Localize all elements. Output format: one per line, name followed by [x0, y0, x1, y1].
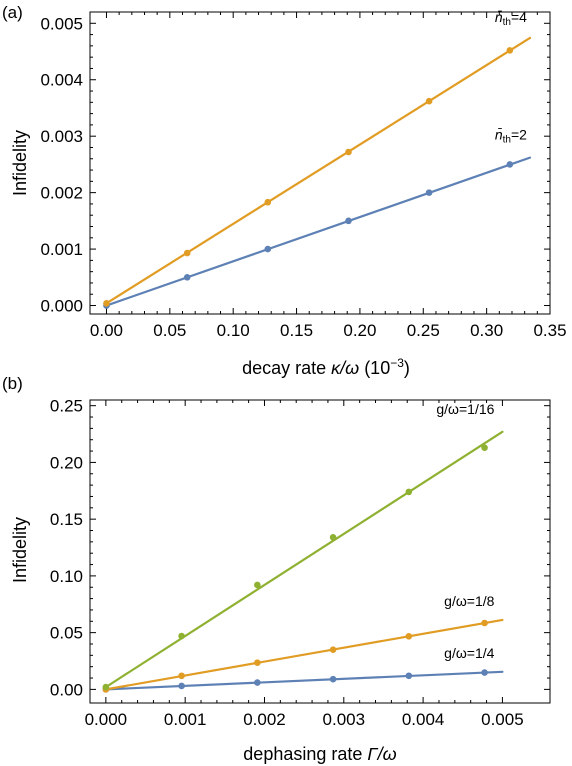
- series-label-subscript: th: [503, 135, 511, 146]
- y-tick-label: 0.25: [50, 397, 83, 416]
- data-point: [481, 619, 488, 627]
- data-point: [481, 669, 488, 676]
- data-point: [345, 148, 352, 156]
- data-point: [178, 682, 185, 690]
- x-tick-label: 0.002: [243, 710, 286, 729]
- panel-a-xlabel-close: ): [404, 358, 410, 378]
- y-tick-label: 0.15: [50, 510, 83, 529]
- data-point: [425, 97, 433, 105]
- x-tick-label: 0.00: [90, 321, 123, 340]
- data-point: [506, 47, 514, 54]
- data-point: [254, 581, 261, 589]
- series-label-subscript: th: [503, 17, 511, 28]
- x-tick-label: 0.10: [217, 321, 250, 340]
- series-fit-line: [104, 618, 504, 691]
- x-tick-label: 0.35: [533, 321, 566, 340]
- x-tick-label: 0.20: [343, 321, 376, 340]
- data-point: [405, 488, 413, 496]
- panel-a-ylabel: Infidelity: [10, 130, 30, 196]
- panel-b-xlabel-main: dephasing rate: [243, 744, 367, 764]
- data-point: [183, 249, 191, 257]
- y-tick-label: 0.20: [50, 453, 83, 472]
- y-tick-label: 0.001: [40, 240, 83, 259]
- data-point: [405, 672, 413, 680]
- x-tick-label: 0.003: [323, 710, 366, 729]
- data-point: [329, 675, 337, 683]
- data-point: [506, 161, 514, 168]
- data-point: [183, 274, 191, 281]
- panel-a-xlabel-unit: (10: [359, 358, 390, 378]
- series-label-value: =4: [511, 9, 527, 25]
- series-label: g/ω=1/16: [436, 401, 494, 417]
- data-point: [103, 299, 110, 307]
- series-label: n̄th=4: [495, 9, 527, 28]
- data-point: [425, 189, 433, 196]
- series-fit-line: [105, 36, 532, 305]
- data-point: [102, 683, 110, 691]
- data-point: [405, 632, 413, 640]
- data-point: [481, 444, 488, 451]
- x-tick-label: 0.005: [481, 710, 524, 729]
- series-label-symbol: n̄: [495, 9, 503, 25]
- series-label: g/ω=1/4: [444, 645, 494, 661]
- series-label-value: =2: [511, 127, 527, 143]
- series-label: n̄th=2: [495, 127, 527, 146]
- x-tick-label: 0.25: [407, 321, 440, 340]
- panel-a-xlabel-exp: −3: [390, 356, 404, 370]
- x-tick-label: 0.05: [153, 321, 186, 340]
- plot-frame: [89, 11, 551, 315]
- y-tick-label: 0.005: [40, 14, 83, 33]
- series-fit-line: [104, 670, 504, 691]
- y-tick-label: 0.10: [50, 567, 83, 586]
- y-tick-label: 0.00: [50, 680, 83, 699]
- y-tick-label: 0.002: [40, 184, 83, 203]
- panel-b-xlabel: dephasing rate Γ/ω: [243, 744, 396, 764]
- y-tick-label: 0.004: [40, 71, 83, 90]
- data-point: [264, 245, 272, 253]
- data-point: [178, 632, 185, 640]
- data-point: [329, 534, 337, 541]
- panel-b: (b) Infidelity dephasing rate Γ/ω 0.000 0…: [2, 374, 551, 764]
- data-point: [345, 217, 352, 225]
- data-point: [178, 672, 185, 680]
- panel-a: (a) Infidelity decay rate κ/ω (10−3) 0.0…: [2, 3, 567, 378]
- y-tick-label: 0.05: [50, 624, 83, 643]
- panel-b-ylabel: Infidelity: [10, 517, 30, 583]
- series-label-symbol: n̄: [495, 127, 503, 143]
- data-point: [254, 659, 261, 667]
- x-tick-label: 0.001: [164, 710, 207, 729]
- panel-a-tag: (a): [2, 3, 23, 22]
- panel-b-xlabel-var: Γ/ω: [367, 744, 396, 764]
- x-tick-label: 0.000: [85, 710, 128, 729]
- data-point: [264, 198, 272, 206]
- y-tick-label: 0.000: [40, 297, 83, 316]
- series-label: g/ω=1/8: [444, 593, 494, 609]
- panel-a-xlabel-var: κ/ω: [331, 358, 359, 378]
- plot-frame: [89, 399, 551, 704]
- panel-a-xlabel-main: decay rate: [242, 358, 331, 378]
- x-tick-label: 0.15: [280, 321, 313, 340]
- series-fit-line: [104, 430, 504, 689]
- x-tick-label: 0.004: [402, 710, 445, 729]
- data-point: [254, 679, 261, 686]
- x-tick-label: 0.30: [470, 321, 503, 340]
- data-point: [329, 646, 337, 653]
- series-fit-line: [105, 156, 532, 307]
- y-tick-label: 0.003: [40, 127, 83, 146]
- panel-b-tag: (b): [2, 374, 23, 393]
- panel-a-xlabel: decay rate κ/ω (10−3): [242, 356, 410, 378]
